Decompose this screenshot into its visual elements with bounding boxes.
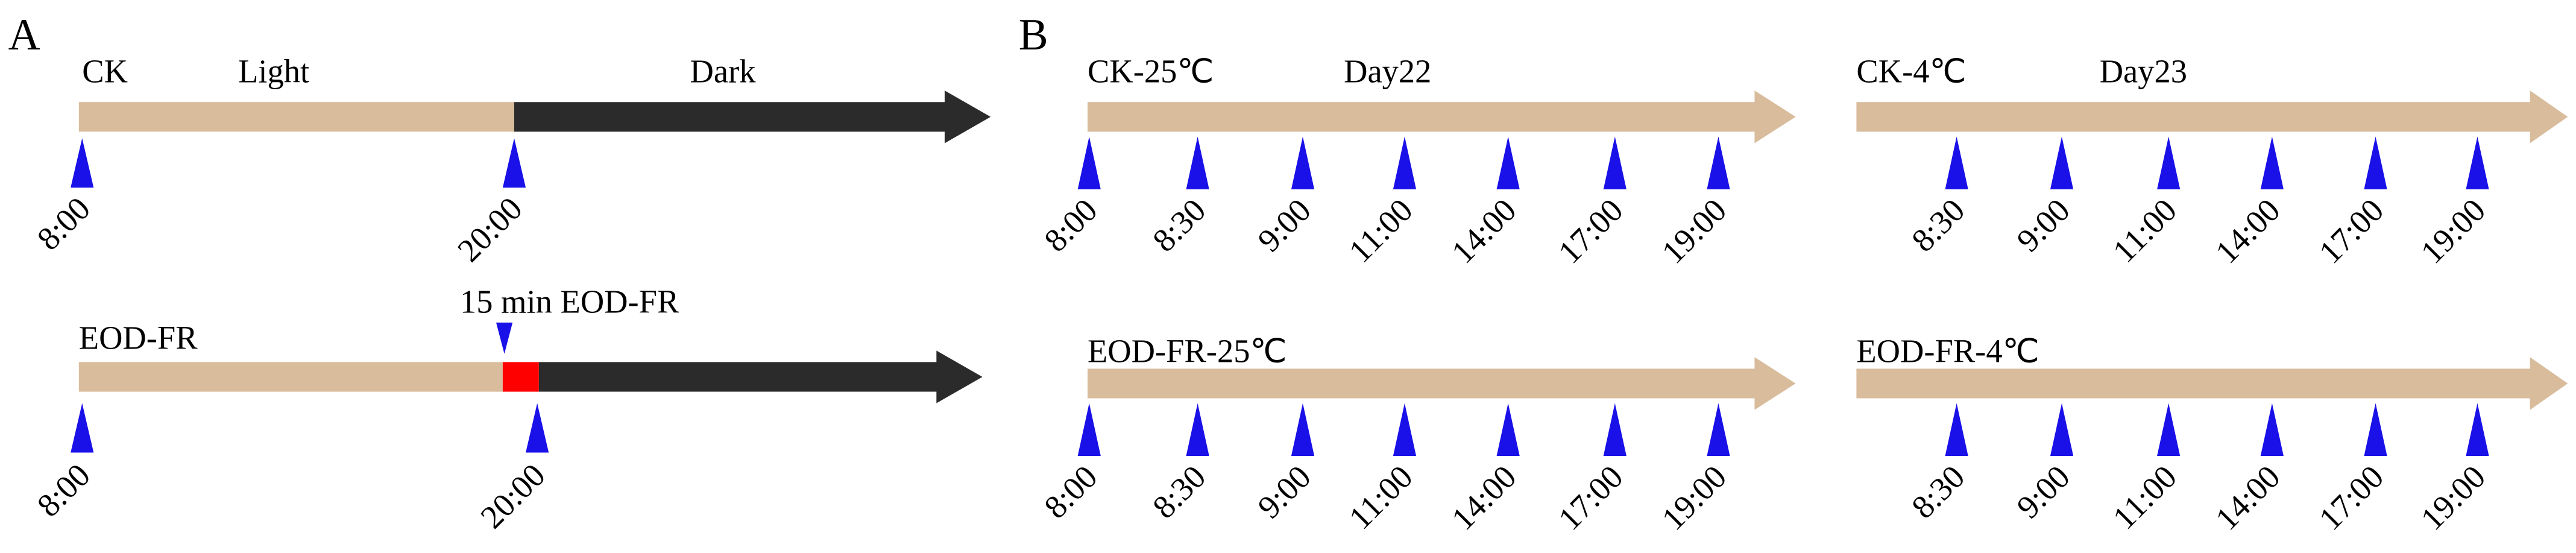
time-marker	[1603, 136, 1627, 189]
time-marker	[2364, 403, 2387, 456]
time-label: 11:00	[1341, 191, 1419, 270]
time-marker	[2466, 136, 2489, 189]
day-label: Day22	[1344, 52, 1431, 89]
time-marker	[1945, 403, 1968, 456]
time-marker	[2466, 403, 2489, 456]
time-label: 9:00	[1250, 191, 1318, 259]
time-label: 11:00	[2106, 191, 2184, 270]
time-marker	[1945, 136, 1968, 189]
time-marker	[1496, 403, 1520, 456]
time-label: 11:00	[2106, 458, 2184, 537]
time-marker	[1393, 136, 1417, 189]
time-marker	[1186, 403, 1209, 456]
time-label: 20:00	[473, 457, 552, 536]
time-label: 11:00	[1341, 458, 1419, 537]
time-label: 8:30	[1145, 191, 1213, 259]
time-marker	[1496, 136, 1520, 189]
time-label: 14:00	[1444, 191, 1523, 270]
time-marker	[1077, 403, 1101, 456]
timeline-arrow	[1088, 90, 1796, 144]
time-marker	[502, 138, 526, 188]
time-label: 9:00	[2009, 191, 2077, 259]
time-label: 8:00	[1037, 191, 1104, 259]
time-label: 19:00	[2413, 191, 2492, 270]
panel-label: A	[8, 10, 40, 59]
day-label: Day23	[2100, 52, 2187, 89]
time-marker	[526, 403, 549, 453]
timeline-title: EOD-FR-4℃	[1856, 332, 2039, 369]
time-marker	[2157, 136, 2181, 189]
timeline-arrow	[1088, 357, 1796, 410]
timeline-title: EOD-FR	[79, 320, 198, 356]
dark-arrow	[538, 350, 983, 403]
time-label: 17:00	[1551, 458, 1630, 537]
treatment-label: 15 min EOD-FR	[460, 283, 679, 320]
timeline-arrow	[1856, 357, 2568, 410]
time-marker	[1291, 403, 1315, 456]
time-marker	[1393, 403, 1417, 456]
light-bar	[78, 102, 514, 132]
time-label: 14:00	[1444, 458, 1523, 537]
timeline-title: CK-4℃	[1856, 52, 1966, 89]
time-label: 17:00	[2311, 191, 2390, 270]
light-bar	[78, 362, 503, 392]
time-label: 8:00	[30, 190, 97, 258]
time-label: 19:00	[1654, 191, 1733, 270]
time-label: 9:00	[1250, 458, 1318, 526]
time-marker	[2050, 136, 2074, 189]
marker	[496, 322, 513, 354]
time-label: 8:30	[1145, 458, 1213, 526]
dark-arrow	[514, 90, 991, 144]
time-label: 14:00	[2208, 458, 2287, 537]
time-label: 8:00	[30, 457, 97, 524]
timeline-title: CK-25℃	[1088, 52, 1214, 89]
time-marker	[2260, 136, 2284, 189]
time-marker	[1186, 136, 1209, 189]
timeline-title: EOD-FR-25℃	[1088, 332, 1287, 369]
phase-label: Dark	[690, 52, 757, 89]
time-label: 17:00	[1551, 191, 1630, 270]
far-red-bar	[502, 362, 539, 392]
timeline-title: CK	[82, 52, 128, 89]
time-marker	[1291, 136, 1315, 189]
time-label: 8:30	[1904, 191, 1972, 259]
time-label: 9:00	[2009, 458, 2077, 526]
time-label: 14:00	[2208, 191, 2287, 270]
phase-label: Light	[238, 52, 309, 89]
time-marker	[2260, 403, 2284, 456]
time-marker	[1707, 403, 1730, 456]
time-label: 8:30	[1904, 458, 1972, 526]
timeline-arrow	[1856, 90, 2568, 144]
time-marker	[71, 138, 94, 188]
time-marker	[2050, 403, 2074, 456]
panel-label: B	[1019, 10, 1048, 59]
time-marker	[2364, 136, 2387, 189]
time-marker	[1077, 136, 1101, 189]
time-label: 17:00	[2311, 458, 2390, 537]
time-label: 19:00	[2413, 458, 2492, 537]
time-marker	[1707, 136, 1730, 189]
time-marker	[1603, 403, 1627, 456]
time-marker	[2157, 403, 2181, 456]
time-label: 8:00	[1037, 458, 1104, 526]
time-label: 20:00	[450, 190, 529, 269]
time-label: 19:00	[1654, 458, 1733, 537]
time-marker	[71, 403, 94, 453]
